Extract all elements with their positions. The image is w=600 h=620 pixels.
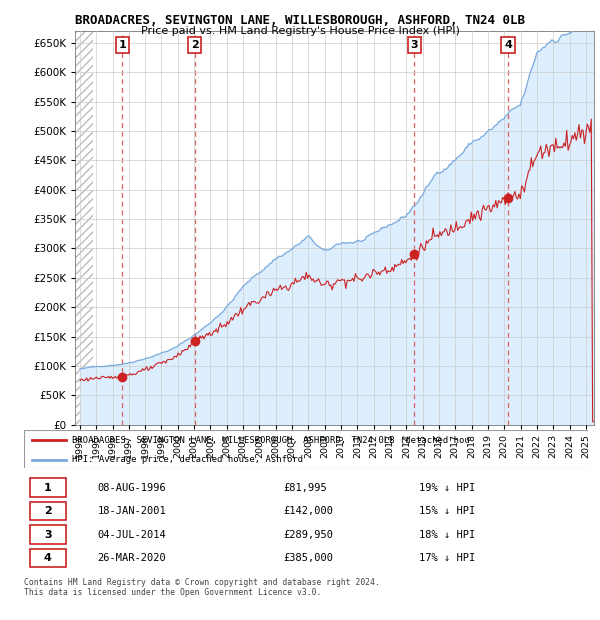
Text: 04-JUL-2014: 04-JUL-2014: [97, 529, 166, 539]
Bar: [75, 31, 94, 425]
Text: BROADACRES, SEVINGTON LANE, WILLESBOROUGH, ASHFORD, TN24 0LB: BROADACRES, SEVINGTON LANE, WILLESBOROUG…: [75, 14, 525, 27]
Text: £289,950: £289,950: [283, 529, 334, 539]
Text: 18% ↓ HPI: 18% ↓ HPI: [419, 529, 475, 539]
Text: 4: 4: [44, 553, 52, 563]
Text: £142,000: £142,000: [283, 506, 334, 516]
Text: 18-JAN-2001: 18-JAN-2001: [97, 506, 166, 516]
Text: 2: 2: [191, 40, 199, 50]
Text: BROADACRES, SEVINGTON LANE, WILLESBOROUGH, ASHFORD, TN24 0LB (detached hou: BROADACRES, SEVINGTON LANE, WILLESBOROUG…: [72, 435, 470, 445]
Text: 1: 1: [44, 482, 52, 492]
Text: 26-MAR-2020: 26-MAR-2020: [97, 553, 166, 563]
Text: £385,000: £385,000: [283, 553, 334, 563]
Text: Price paid vs. HM Land Registry's House Price Index (HPI): Price paid vs. HM Land Registry's House …: [140, 26, 460, 36]
Text: £81,995: £81,995: [283, 482, 327, 492]
Bar: [29, 502, 67, 520]
Text: 4: 4: [504, 40, 512, 50]
Text: 3: 3: [44, 529, 52, 539]
Text: 08-AUG-1996: 08-AUG-1996: [97, 482, 166, 492]
Text: 19% ↓ HPI: 19% ↓ HPI: [419, 482, 475, 492]
Text: 15% ↓ HPI: 15% ↓ HPI: [419, 506, 475, 516]
Text: 3: 3: [410, 40, 418, 50]
Text: 17% ↓ HPI: 17% ↓ HPI: [419, 553, 475, 563]
Bar: [29, 525, 67, 544]
Text: 1: 1: [118, 40, 126, 50]
Text: HPI: Average price, detached house, Ashford: HPI: Average price, detached house, Ashf…: [72, 455, 303, 464]
Bar: [29, 479, 67, 497]
Text: Contains HM Land Registry data © Crown copyright and database right 2024.
This d: Contains HM Land Registry data © Crown c…: [24, 578, 380, 597]
Bar: [29, 549, 67, 567]
Text: 2: 2: [44, 506, 52, 516]
